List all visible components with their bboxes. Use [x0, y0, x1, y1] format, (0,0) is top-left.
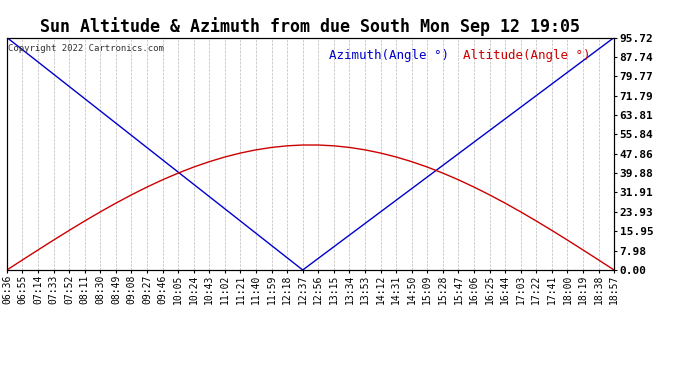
Text: Copyright 2022 Cartronics.com: Copyright 2022 Cartronics.com — [8, 45, 164, 54]
Legend: Azimuth(Angle °), Altitude(Angle °): Azimuth(Angle °), Altitude(Angle °) — [321, 44, 595, 67]
Title: Sun Altitude & Azimuth from due South Mon Sep 12 19:05: Sun Altitude & Azimuth from due South Mo… — [41, 17, 580, 36]
